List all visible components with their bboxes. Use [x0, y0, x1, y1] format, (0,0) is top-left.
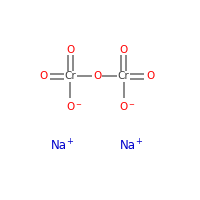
Text: +: + [66, 137, 73, 146]
Text: O: O [93, 71, 101, 81]
Text: +: + [136, 137, 142, 146]
Text: Cr: Cr [65, 71, 76, 81]
Text: O: O [147, 71, 155, 81]
Text: −: − [128, 102, 134, 108]
Text: O: O [39, 71, 47, 81]
Text: −: − [75, 102, 81, 108]
Text: Cr: Cr [118, 71, 130, 81]
Text: Na: Na [120, 139, 136, 152]
Text: O: O [66, 45, 75, 55]
Text: O: O [120, 45, 128, 55]
Text: O: O [66, 102, 75, 112]
Text: Na: Na [51, 139, 67, 152]
Text: O: O [120, 102, 128, 112]
